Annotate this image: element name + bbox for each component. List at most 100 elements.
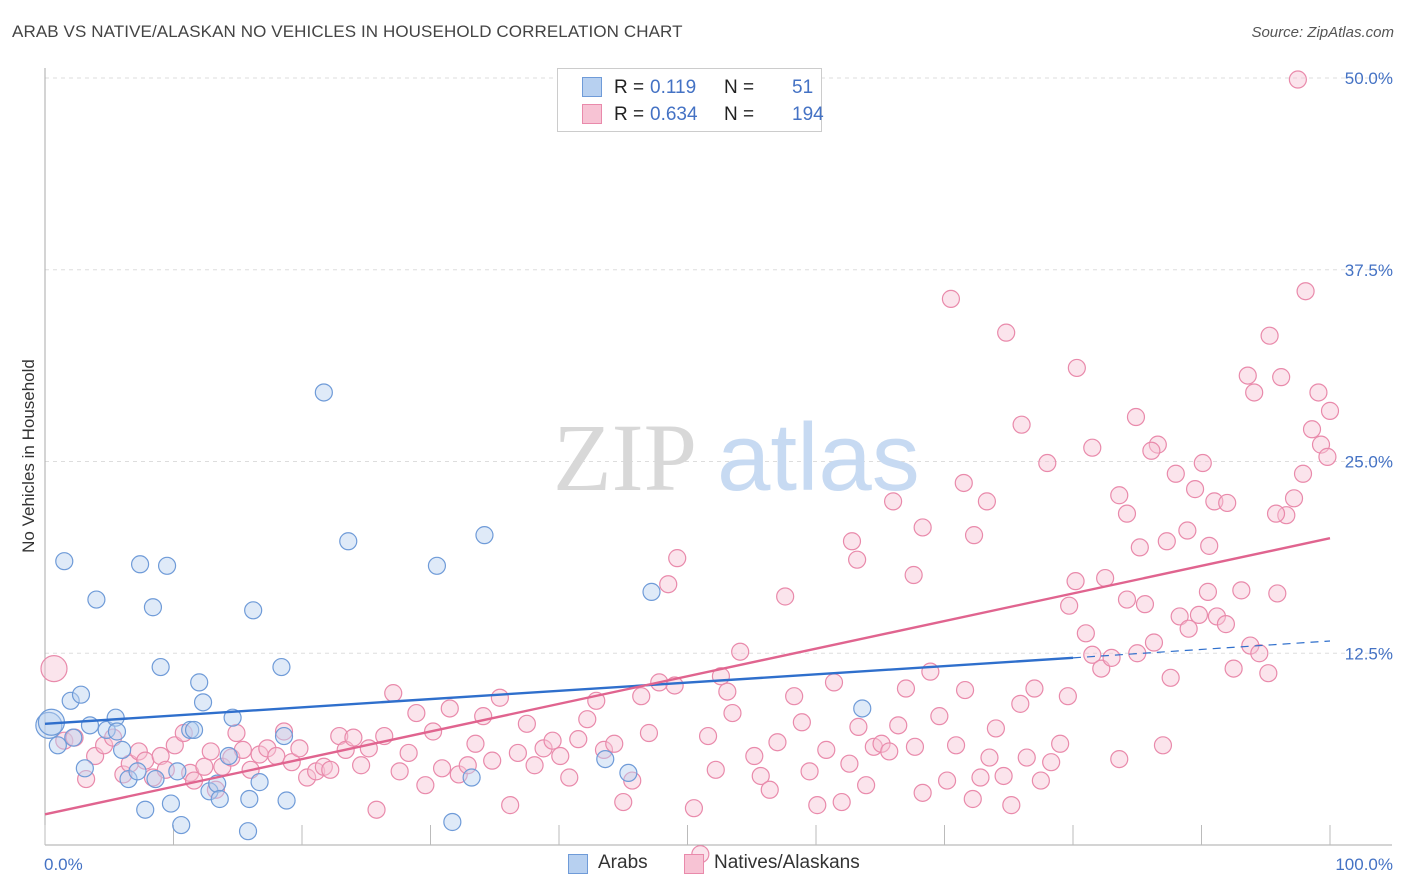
native-point (824, 673, 844, 692)
x-tick-labels: 0.0% 100.0% (44, 855, 1393, 874)
arab-point (475, 526, 494, 545)
native-point (1288, 70, 1307, 89)
native-point (963, 789, 982, 809)
native-point (367, 800, 386, 819)
arab-point (161, 794, 181, 813)
arab-point (157, 556, 177, 575)
native-point (1218, 493, 1237, 513)
native-point (560, 768, 579, 787)
native-point (195, 757, 214, 776)
native-point (1293, 464, 1313, 483)
native-point (1042, 753, 1061, 772)
arabs-legend-swatch (568, 854, 588, 874)
arab-point (274, 726, 294, 746)
native-point (808, 796, 827, 815)
native-point (1110, 486, 1129, 505)
r-label: R = (614, 104, 645, 125)
native-point (880, 742, 899, 761)
arab-point (240, 789, 259, 809)
native-point (605, 734, 624, 753)
native-point (508, 743, 527, 763)
arab-point (181, 720, 200, 740)
natives-legend-label: Natives/Alaskans (714, 852, 860, 873)
arab-point (193, 693, 213, 712)
y-tick-label: 37.5% (1345, 261, 1393, 280)
correlation-legend: R = 0.119 N = 51 R = 0.634 N = 194 (557, 68, 824, 132)
native-point (1157, 532, 1176, 551)
native-point (569, 730, 588, 749)
source-label: Source: ZipAtlas.com (1251, 24, 1394, 41)
native-point (718, 682, 737, 701)
arab-point (136, 800, 155, 819)
native-point (1200, 536, 1219, 555)
native-point (800, 762, 819, 781)
native-point (994, 766, 1013, 786)
native-point (1102, 648, 1121, 667)
native-point (776, 587, 795, 606)
native-point (986, 719, 1006, 738)
native-point (1232, 581, 1251, 600)
native-point (997, 323, 1016, 342)
chart-title: ARAB VS NATIVE/ALASKAN NO VEHICLES IN HO… (12, 22, 683, 41)
native-point (1025, 679, 1044, 698)
arab-point (130, 555, 150, 574)
arab-trend-line (44, 656, 1074, 726)
native-point (543, 731, 562, 750)
native-point (684, 799, 704, 818)
native-point (1250, 644, 1269, 663)
native-point (1066, 572, 1085, 591)
native-point (267, 746, 286, 766)
arab-point (443, 812, 462, 832)
natives-swatch (582, 104, 602, 124)
natives-legend-swatch (684, 854, 704, 874)
native-point (946, 736, 966, 755)
native-point (659, 575, 678, 594)
arab-point (112, 740, 132, 759)
arab-point (200, 782, 219, 801)
native-point (440, 699, 459, 718)
native-point (1012, 415, 1031, 434)
native-point (1320, 401, 1340, 420)
native-point (977, 492, 997, 511)
x-tick-label: 100.0% (1335, 855, 1393, 874)
arab-point (244, 601, 263, 620)
native-point (1193, 453, 1212, 473)
native-point (466, 734, 485, 753)
watermark: ZIP atlas (553, 404, 920, 511)
native-point (321, 760, 340, 779)
native-point (971, 768, 990, 787)
native-point (1038, 453, 1057, 473)
native-point (1135, 595, 1155, 614)
native-point (941, 289, 961, 308)
arab-point (55, 552, 74, 571)
native-point (639, 723, 659, 743)
native-point (832, 792, 851, 812)
native-point (274, 722, 294, 741)
arab-point (210, 789, 229, 809)
native-point (227, 723, 246, 743)
arab-point (642, 582, 661, 601)
native-point (614, 792, 633, 812)
native-point (883, 492, 903, 511)
arab-point (168, 762, 187, 781)
native-point (889, 716, 908, 735)
native-point (40, 654, 68, 683)
native-point (745, 746, 764, 766)
n-label: N = (724, 77, 755, 98)
x-tick-label: 0.0% (44, 855, 83, 874)
native-point (1067, 358, 1086, 378)
native-point (1058, 687, 1077, 706)
native-point (1272, 368, 1291, 387)
y-tick-label: 12.5% (1345, 644, 1393, 663)
native-point (1002, 796, 1021, 815)
native-point (1011, 694, 1030, 713)
native-point (1117, 504, 1137, 523)
native-point (156, 760, 175, 779)
arab-point (339, 532, 358, 551)
native-point (842, 532, 862, 551)
native-point (840, 754, 859, 773)
native-point (751, 766, 770, 786)
y-axis-label: No Vehicles in Household (19, 359, 38, 553)
arab-point (48, 736, 67, 755)
native-point (483, 751, 502, 770)
